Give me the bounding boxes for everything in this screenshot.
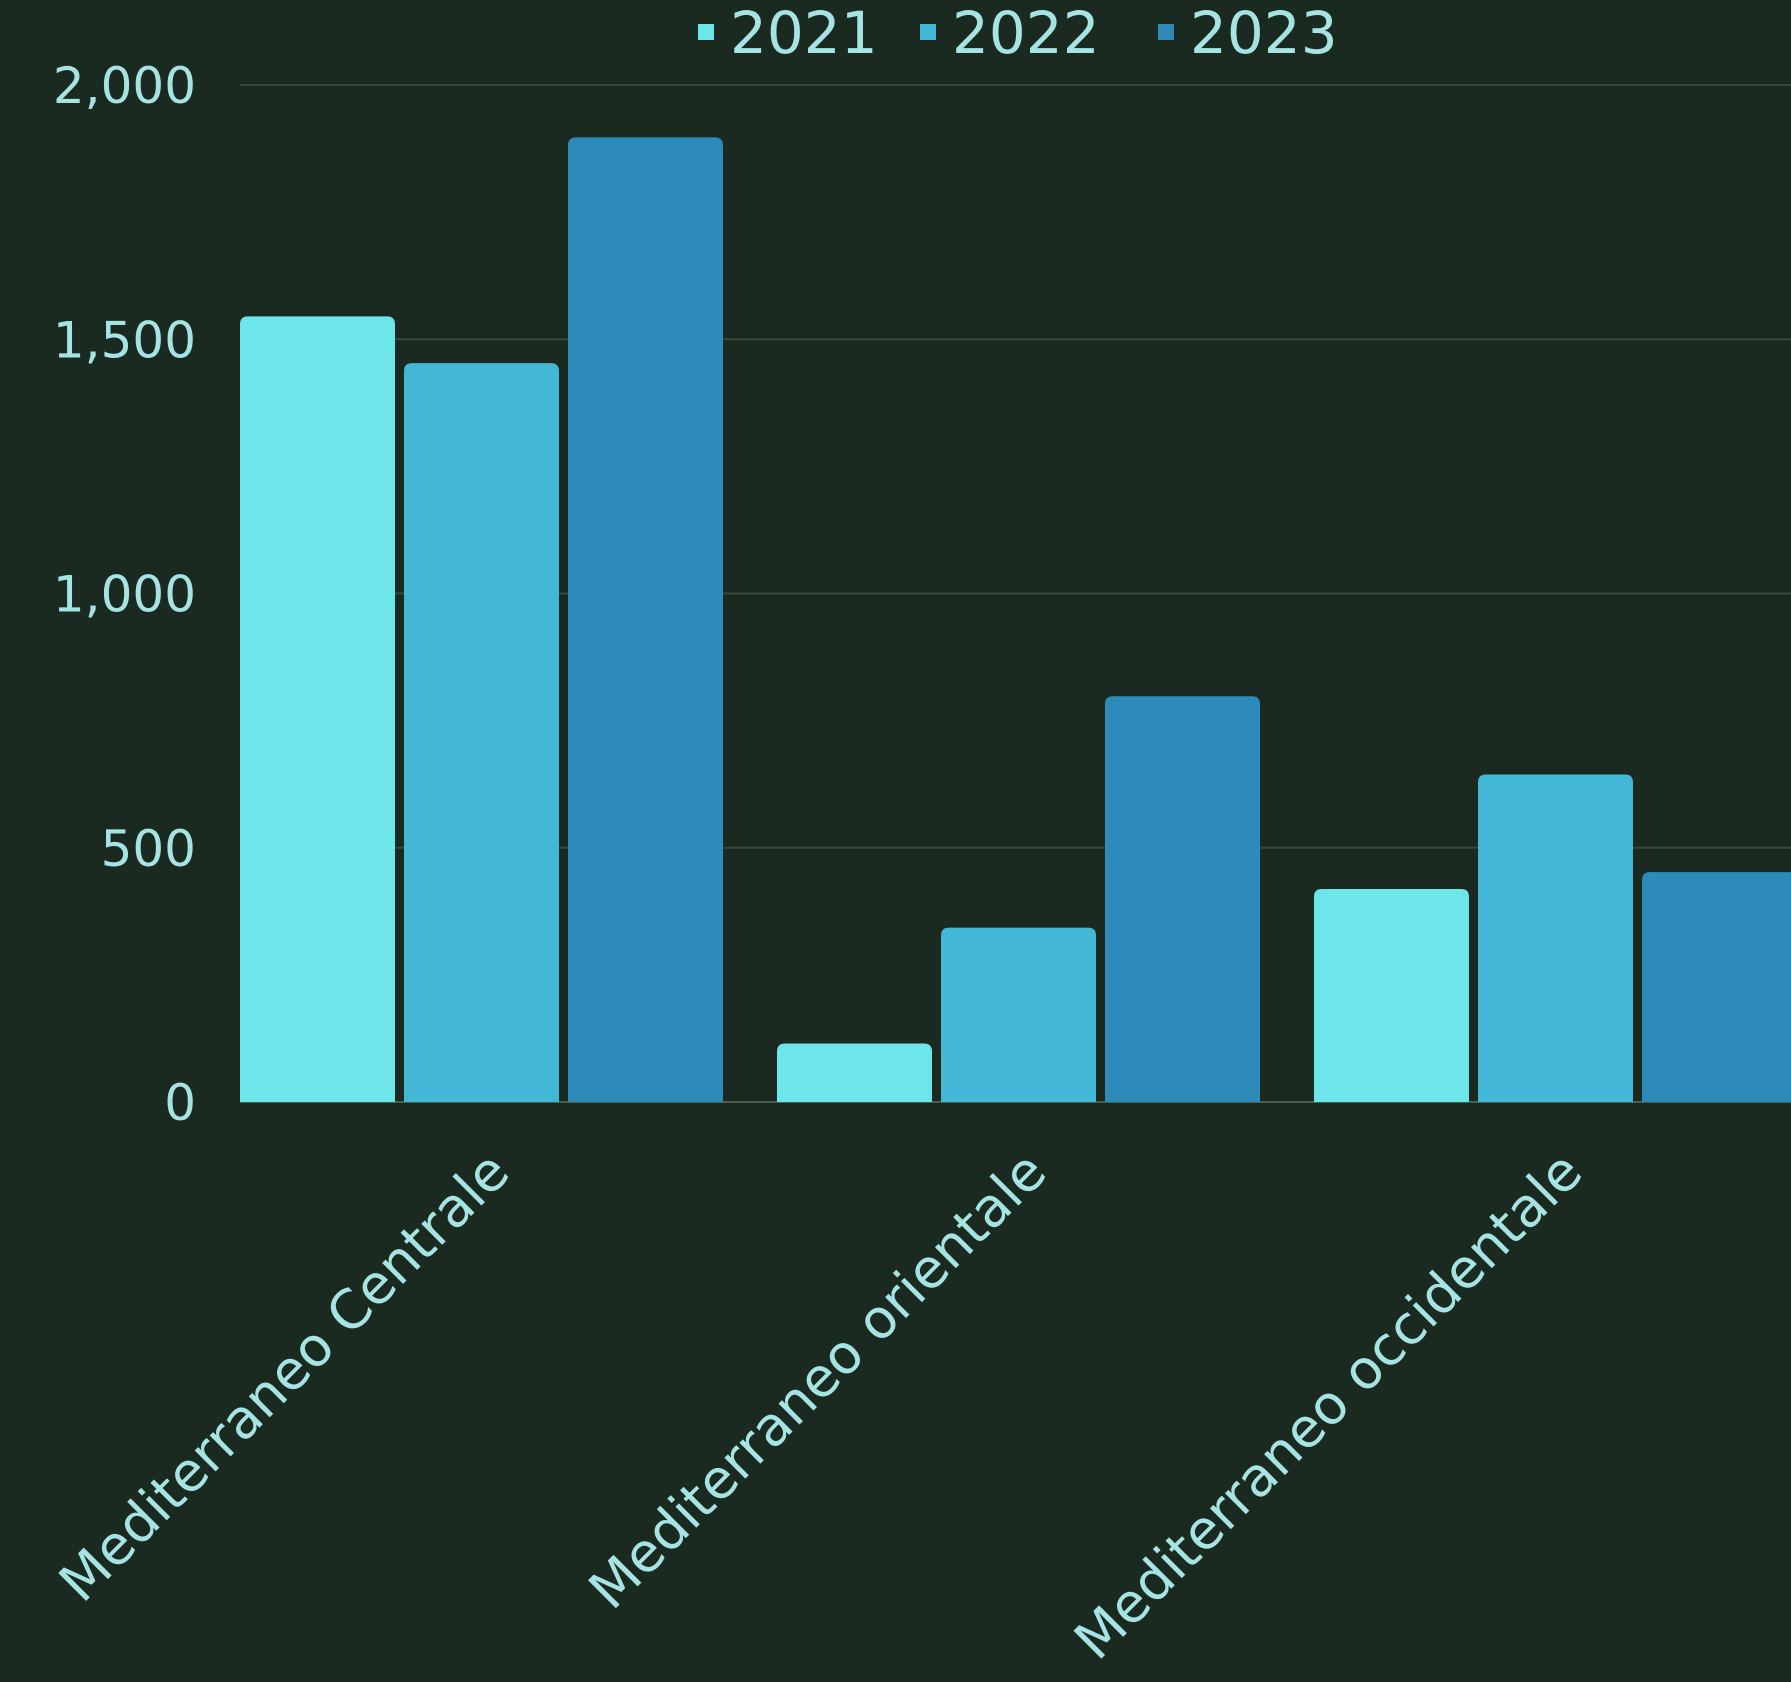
y-tick-label: 500 — [101, 820, 196, 878]
bar-2021-2 — [777, 1043, 932, 1102]
legend-swatch-2022 — [920, 24, 936, 40]
x-category-label: Mediterraneo occidentale — [1062, 1140, 1594, 1672]
bar-2023-2 — [1105, 696, 1260, 1102]
y-tick-label: 2,000 — [53, 57, 196, 115]
legend-swatch-2023 — [1158, 24, 1174, 40]
x-axis-labels: Mediterraneo Centrale Mediterraneo orient… — [47, 1140, 1594, 1672]
legend: 2021 2022 2023 — [698, 0, 1338, 67]
bar-2022-2 — [941, 927, 1096, 1102]
bar-2023-1 — [568, 137, 723, 1103]
bar-2022-3 — [1478, 774, 1633, 1102]
legend-label-2021: 2021 — [730, 0, 878, 67]
x-category-label: Mediterraneo Centrale — [47, 1140, 521, 1614]
bar-2021-1 — [240, 316, 395, 1102]
y-tick-label: 1,000 — [53, 566, 196, 624]
bar-2021-3 — [1314, 888, 1469, 1102]
y-axis-ticks: 0 500 1,000 1,500 2,000 — [53, 57, 196, 1132]
y-tick-label: 1,500 — [53, 311, 196, 369]
y-tick-label: 0 — [164, 1074, 196, 1132]
bars — [240, 137, 1791, 1103]
x-category-label: Mediterraneo orientale — [577, 1140, 1058, 1621]
bar-2022-1 — [404, 363, 559, 1102]
legend-swatch-2021 — [698, 24, 714, 40]
legend-label-2022: 2022 — [952, 0, 1100, 67]
legend-label-2023: 2023 — [1190, 0, 1338, 67]
bar-2023-3 — [1642, 872, 1791, 1102]
